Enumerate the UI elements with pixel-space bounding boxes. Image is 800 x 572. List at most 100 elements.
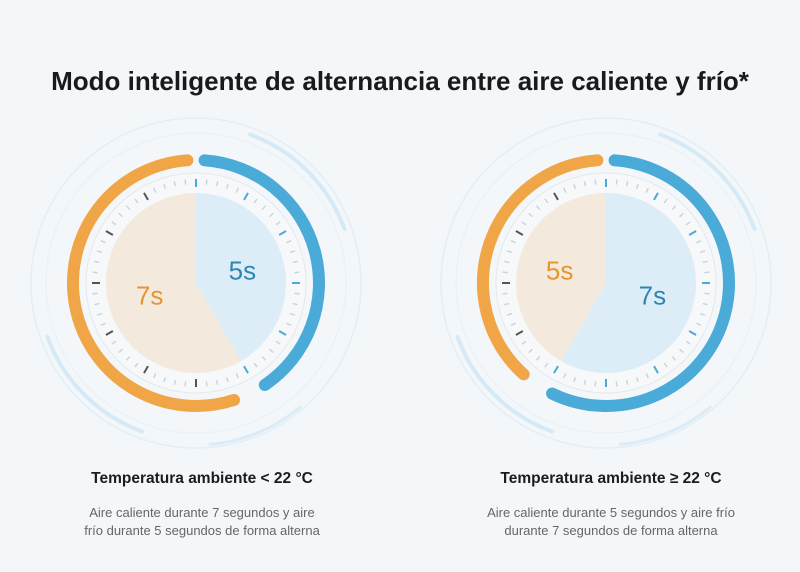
caption-line: Aire caliente durante 7 segundos y aire <box>89 505 315 520</box>
caption-line: durante 7 segundos de forma alterna <box>504 523 718 538</box>
caption-heading: Temperatura ambiente ≥ 22 °C <box>500 470 722 487</box>
cool-sector <box>561 193 697 373</box>
tick-mark <box>663 198 668 204</box>
tick-mark <box>269 348 274 354</box>
tick-mark <box>645 373 649 379</box>
tick-mark <box>635 376 639 383</box>
tick-mark <box>143 192 149 201</box>
tick-mark <box>125 205 131 210</box>
tick-mark <box>294 292 300 295</box>
tick-mark <box>688 230 697 236</box>
warm-arc <box>67 154 241 412</box>
tick-mark <box>521 221 527 226</box>
tick-mark <box>699 250 706 254</box>
halo-accent <box>658 132 757 231</box>
caption-line: Aire caliente durante 5 segundos y aire … <box>487 505 735 520</box>
tick-mark <box>573 183 577 190</box>
tick-mark <box>671 356 677 361</box>
tick-mark <box>153 187 157 193</box>
tick-mark <box>100 322 106 326</box>
tick-mark <box>96 312 103 316</box>
tick-mark <box>261 356 267 361</box>
tick-mark <box>583 181 587 187</box>
tick-mark <box>573 376 577 383</box>
tick-mark <box>521 340 527 345</box>
tick-mark <box>702 260 708 264</box>
caption-right: Temperatura ambiente ≥ 22 °C Aire calien… <box>446 470 776 540</box>
cool-seconds-label: 7s <box>639 280 666 310</box>
caption-heading: Temperatura ambiente < 22 °C <box>91 470 313 487</box>
tick-mark <box>163 376 167 383</box>
tick-mark <box>173 181 177 187</box>
tick-mark <box>553 192 559 201</box>
tick-mark <box>253 362 258 368</box>
tick-mark <box>215 181 219 187</box>
tick-mark <box>173 379 177 385</box>
halo-accent <box>45 335 144 434</box>
tick-mark <box>275 221 281 226</box>
tick-mark <box>671 205 677 210</box>
tick-mark <box>269 212 274 218</box>
tick-mark <box>94 302 100 306</box>
tick-mark <box>92 292 98 295</box>
tick-mark <box>510 322 516 326</box>
tick-mark <box>685 340 691 345</box>
tick-mark <box>94 260 100 264</box>
tick-mark <box>504 302 510 306</box>
warm-sector <box>105 192 242 374</box>
tick-mark <box>635 183 639 190</box>
tick-mark <box>699 312 706 316</box>
tick-mark <box>184 381 187 387</box>
tick-mark <box>563 187 567 193</box>
tick-mark <box>696 322 702 326</box>
tick-mark <box>163 183 167 190</box>
tick-mark <box>653 365 659 374</box>
tick-mark <box>679 212 684 218</box>
tick-mark <box>118 348 123 354</box>
tick-mark <box>100 240 106 244</box>
tick-mark <box>679 348 684 354</box>
tick-mark <box>528 212 533 218</box>
tick-mark <box>289 312 296 316</box>
tick-mark <box>153 373 157 379</box>
dial-right: 5s 7s <box>440 117 772 449</box>
tick-mark <box>663 362 668 368</box>
tick-mark <box>625 379 629 385</box>
tick-mark <box>205 179 208 185</box>
page-title: Modo inteligente de alternancia entre ai… <box>51 66 749 96</box>
tick-mark <box>294 271 300 274</box>
tick-mark <box>286 240 292 244</box>
tick-mark <box>235 373 239 379</box>
tick-mark <box>688 330 697 336</box>
tick-mark <box>696 240 702 244</box>
tick-mark <box>286 322 292 326</box>
tick-mark <box>253 198 258 204</box>
cool-sector <box>196 193 286 361</box>
halo-ring <box>30 117 362 449</box>
warm-arc <box>477 154 604 381</box>
tick-mark <box>243 192 249 201</box>
halo-accent <box>248 132 347 231</box>
tick-mark <box>685 221 691 226</box>
tick-mark <box>184 179 187 185</box>
tick-mark <box>502 271 508 274</box>
tick-mark <box>594 381 597 387</box>
halo-ring <box>455 132 757 434</box>
cool-arc <box>546 154 736 412</box>
tick-mark <box>243 365 249 374</box>
halo-accent <box>618 405 712 446</box>
tick-mark <box>544 198 549 204</box>
tick-mark <box>504 260 510 264</box>
tick-mark <box>544 362 549 368</box>
tick-mark <box>111 221 117 226</box>
tick-mark <box>278 330 287 336</box>
tick-mark <box>261 205 267 210</box>
tick-mark <box>225 376 229 383</box>
tick-mark <box>704 271 710 274</box>
caption-description: Aire caliente durante 5 segundos y aire … <box>446 504 776 540</box>
tick-mark <box>615 179 618 185</box>
tick-mark <box>615 381 618 387</box>
tick-mark <box>528 348 533 354</box>
tick-mark <box>275 340 281 345</box>
